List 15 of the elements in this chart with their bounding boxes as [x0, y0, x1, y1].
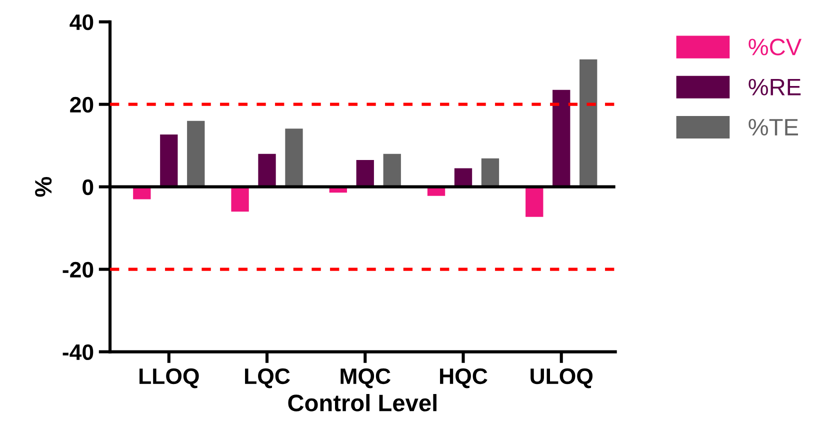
x-tick-label: LQC [245, 368, 290, 388]
y-tick-label: 20 [70, 96, 94, 113]
x-axis-title: Control Level [288, 394, 436, 412]
x-tick-label: MQC [340, 368, 390, 388]
x-tick-label: LLOQ [140, 368, 199, 388]
y-axis-title: % [35, 176, 52, 197]
x-tick-label: HQC [440, 368, 488, 388]
legend-label: %TE [748, 118, 798, 136]
x-tick-label: ULOQ [530, 368, 593, 388]
legend-label: %RE [748, 78, 801, 96]
y-tick-label: -20 [62, 262, 94, 278]
y-tick-label: 40 [70, 14, 94, 30]
y-tick-label: 0 [82, 179, 94, 196]
legend-label: %CV [748, 38, 802, 56]
y-tick-label: -40 [62, 344, 94, 360]
